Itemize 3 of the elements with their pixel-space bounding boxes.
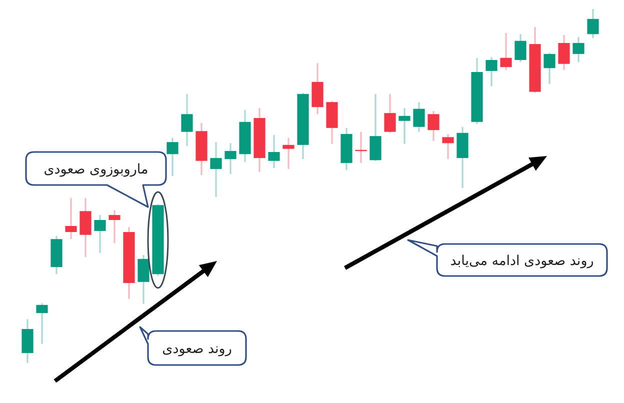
annotation: روند صعودی ادامه می‌یابد xyxy=(450,253,594,269)
annotation: ماروبوزوی صعودی xyxy=(44,162,148,178)
annotation: روند صعودی xyxy=(162,341,232,357)
